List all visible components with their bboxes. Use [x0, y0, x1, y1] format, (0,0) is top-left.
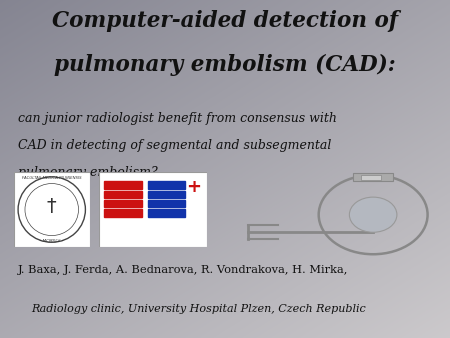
Bar — [361, 175, 381, 179]
Text: can junior radiologist benefit from consensus with: can junior radiologist benefit from cons… — [18, 112, 337, 124]
Bar — [353, 172, 393, 181]
Text: pulmonary embolism?: pulmonary embolism? — [18, 166, 158, 178]
Text: FACULTAS MEDICA PILSNENSIS: FACULTAS MEDICA PILSNENSIS — [22, 176, 81, 180]
Bar — [148, 181, 185, 189]
Text: CAD in detecting of segmental and subsegmental: CAD in detecting of segmental and subseg… — [18, 139, 331, 151]
Bar — [104, 209, 142, 217]
Bar — [148, 191, 185, 198]
Bar — [148, 209, 185, 217]
Bar — [104, 191, 142, 198]
Bar — [104, 200, 142, 207]
Ellipse shape — [349, 197, 397, 232]
Bar — [148, 200, 185, 207]
Text: †: † — [47, 197, 57, 216]
Text: J. Baxa, J. Ferda, A. Bednarova, R. Vondrakova, H. Mirka,: J. Baxa, J. Ferda, A. Bednarova, R. Vond… — [18, 265, 348, 275]
Text: Computer-aided detection of: Computer-aided detection of — [52, 10, 398, 32]
Bar — [104, 181, 142, 189]
Text: Radiology clinic, University Hospital Plzen, Czech Republic: Radiology clinic, University Hospital Pl… — [32, 304, 366, 314]
Text: • MCMXLV •: • MCMXLV • — [39, 239, 64, 243]
Text: pulmonary embolism (CAD):: pulmonary embolism (CAD): — [54, 54, 396, 76]
FancyBboxPatch shape — [99, 172, 207, 247]
FancyBboxPatch shape — [14, 172, 90, 247]
Text: +: + — [187, 178, 202, 196]
